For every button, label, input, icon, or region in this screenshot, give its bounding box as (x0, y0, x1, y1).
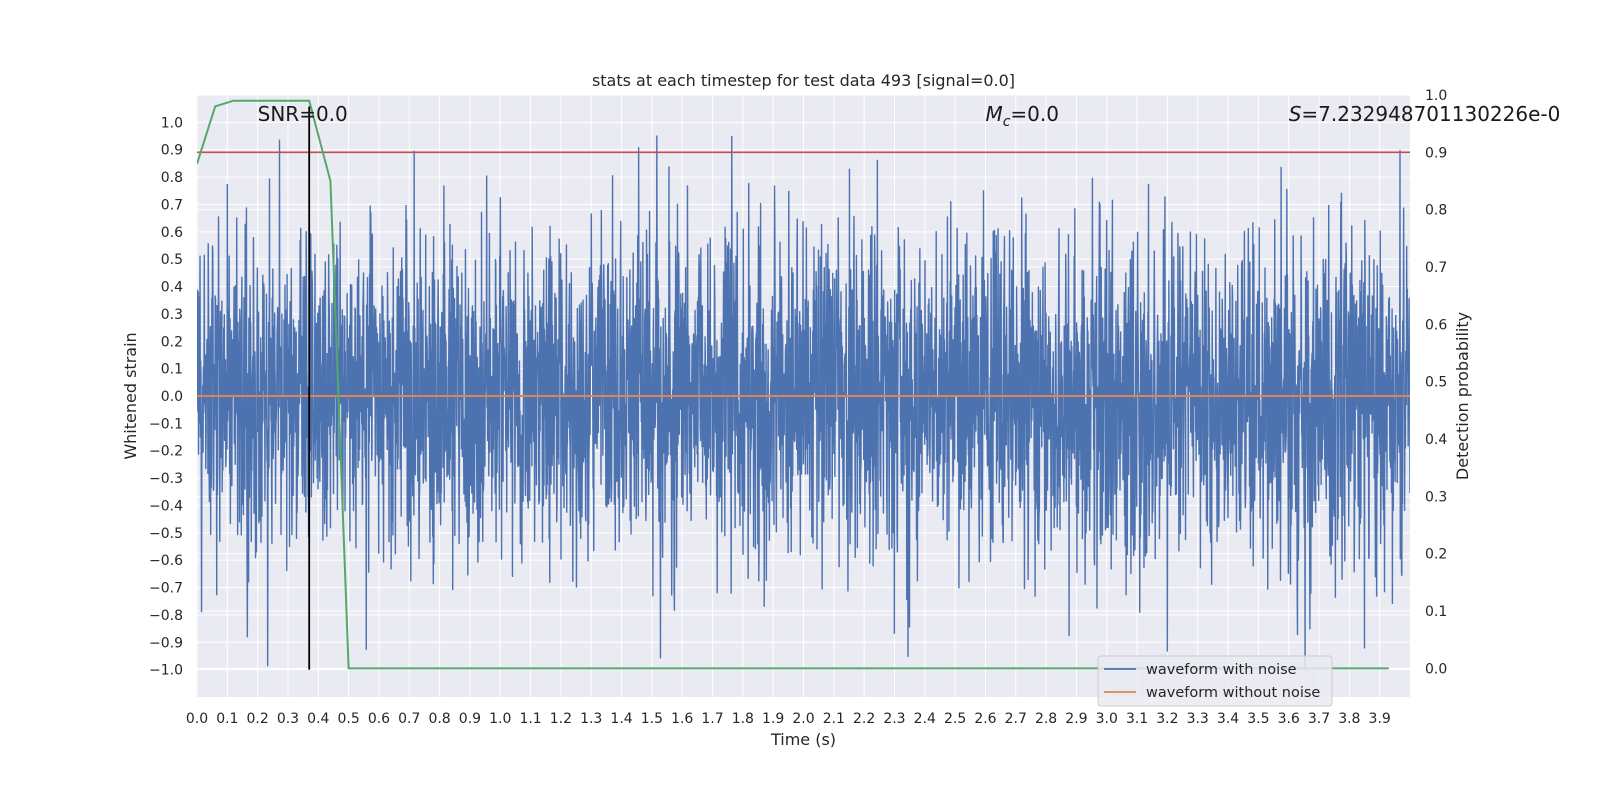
x-tick-label: 1.9 (762, 711, 784, 727)
x-tick-label: 3.2 (1156, 711, 1178, 727)
y2-tick-label: 0.4 (1425, 432, 1447, 448)
annotations: SNR=0.0 Mc=0.0 S=7.232948701130226e-0 (258, 102, 1561, 130)
x-tick-label: 0.4 (307, 711, 329, 727)
mc-subscript: c (1003, 114, 1011, 130)
mc-annotation: Mc=0.0 (985, 102, 1059, 130)
y-tick-label: 0.6 (161, 225, 183, 241)
y-tick-label: 0.4 (161, 280, 183, 296)
y-tick-label: −0.9 (149, 635, 183, 651)
y-tick-label: −0.2 (149, 444, 183, 460)
x-tick-label: 3.5 (1247, 711, 1269, 727)
x-tick-label: 0.8 (428, 711, 450, 727)
y-tick-label: −0.3 (149, 471, 183, 487)
y2-tick-label: 0.9 (1425, 145, 1447, 161)
y-tick-label: 0.0 (161, 389, 183, 405)
s-annotation: S=7.232948701130226e-0 (1289, 102, 1561, 126)
y-tick-label: −1.0 (149, 663, 183, 679)
tick-labels: 0.0 0.1 0.2 0.3 0.4 0.5 0.6 0.7 0.8 0.9 1.0 1.1 1.2 1… (149, 88, 1447, 727)
s-symbol: S (1289, 102, 1302, 126)
x-tick-label: 2.9 (1065, 711, 1087, 727)
y-tick-label: 0.3 (161, 307, 183, 323)
y-tick-label: 0.7 (161, 197, 183, 213)
y-tick-label: 0.8 (161, 170, 183, 186)
y-tick-label: −0.1 (149, 416, 183, 432)
legend: waveform with noise waveform without nois… (1097, 655, 1333, 707)
y2-axis-label: Detection probability (1453, 312, 1472, 480)
x-tick-label: 1.8 (732, 711, 754, 727)
x-tick-label: 1.3 (580, 711, 602, 727)
x-tick-label: 3.4 (1217, 711, 1239, 727)
y2-tick-label: 0.2 (1425, 547, 1447, 563)
y-tick-label: 0.1 (161, 362, 183, 378)
chart-title: stats at each timestep for test data 493… (592, 71, 1015, 90)
legend-label: waveform without noise (1146, 685, 1320, 701)
x-tick-label: 1.5 (641, 711, 663, 727)
y-tick-label: −0.4 (149, 498, 183, 514)
s-value: =7.232948701130226e-0 (1301, 102, 1560, 126)
x-tick-label: 2.6 (974, 711, 996, 727)
x-tick-label: 0.5 (337, 711, 359, 727)
x-tick-label: 2.5 (944, 711, 966, 727)
detection-probability-line (197, 99, 1389, 670)
x-tick-label: 1.4 (610, 711, 632, 727)
waveform-with-noise-line (197, 135, 1410, 671)
x-tick-label: 2.8 (1035, 711, 1057, 727)
y-axis-label: Whitened strain (121, 332, 140, 459)
x-tick-label: 0.9 (459, 711, 481, 727)
x-tick-label: 3.3 (1187, 711, 1209, 727)
y-tick-label: −0.7 (149, 581, 183, 597)
x-tick-label: 0.6 (368, 711, 390, 727)
x-tick-label: 0.3 (277, 711, 299, 727)
y-tick-label: 1.0 (161, 115, 183, 131)
y-tick-label: −0.8 (149, 608, 183, 624)
legend-box (1097, 655, 1333, 707)
x-tick-label: 0.1 (216, 711, 238, 727)
x-tick-label: 2.2 (853, 711, 875, 727)
x-tick-label: 2.0 (792, 711, 814, 727)
y2-tick-label: 0.3 (1425, 489, 1447, 505)
x-tick-label: 3.6 (1278, 711, 1300, 727)
y2-tick-label: 0.1 (1425, 604, 1447, 620)
x-tick-label: 2.3 (883, 711, 905, 727)
y2-tick-label: 0.5 (1425, 375, 1447, 391)
mc-symbol: M (985, 102, 1002, 126)
x-tick-label: 2.1 (823, 711, 845, 727)
y-tick-label: −0.5 (149, 526, 183, 542)
x-tick-label: 0.2 (247, 711, 269, 727)
y2-tick-label: 0.6 (1425, 317, 1447, 333)
y2-tick-label: 0.7 (1425, 260, 1447, 276)
y-tick-label: −0.6 (149, 553, 183, 569)
x-tick-label: 2.4 (914, 711, 936, 727)
x-tick-label: 1.0 (489, 711, 511, 727)
y-tick-label: 0.2 (161, 334, 183, 350)
y2-tick-label: 1.0 (1425, 88, 1447, 104)
series-layer (197, 99, 1410, 671)
x-tick-label: 1.1 (519, 711, 541, 727)
x-tick-label: 1.7 (701, 711, 723, 727)
x-tick-label: 2.7 (1005, 711, 1027, 727)
x-axis-label: Time (s) (770, 730, 836, 749)
x-tick-label: 3.8 (1338, 711, 1360, 727)
x-tick-label: 0.7 (398, 711, 420, 727)
x-tick-label: 3.1 (1126, 711, 1148, 727)
mc-value: =0.0 (1010, 102, 1059, 126)
x-tick-label: 3.0 (1096, 711, 1118, 727)
y-tick-label: 0.9 (161, 143, 183, 159)
x-tick-label: 3.9 (1369, 711, 1391, 727)
x-tick-label: 1.2 (550, 711, 572, 727)
y2-tick-label: 0.8 (1425, 203, 1447, 219)
x-tick-label: 1.6 (671, 711, 693, 727)
x-tick-label: 0.0 (186, 711, 208, 727)
snr-annotation: SNR=0.0 (258, 102, 348, 126)
legend-label: waveform with noise (1146, 662, 1297, 678)
y-tick-label: 0.5 (161, 252, 183, 268)
x-tick-label: 3.7 (1308, 711, 1330, 727)
y2-tick-label: 0.0 (1425, 661, 1447, 677)
